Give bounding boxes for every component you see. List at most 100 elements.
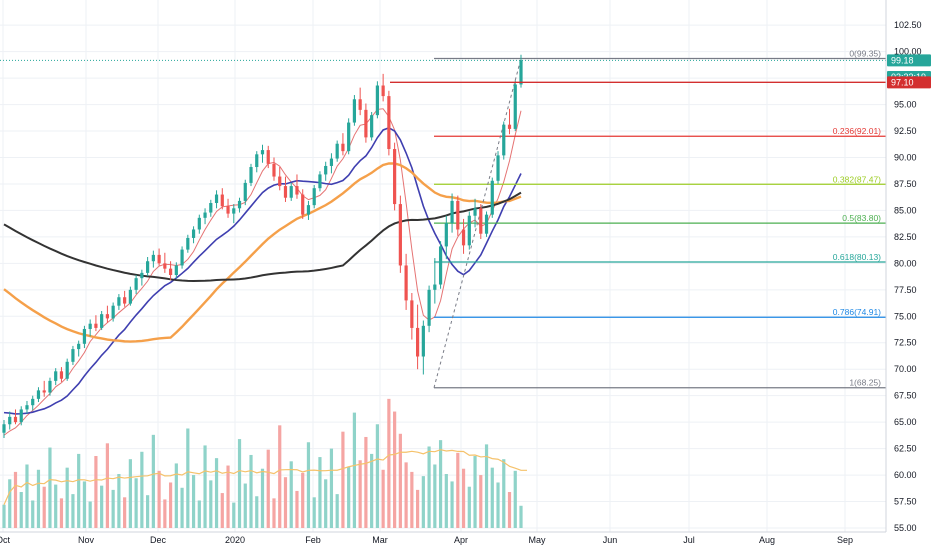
candle: [467, 211, 471, 250]
candle: [444, 215, 448, 260]
price-tag: 99.18: [887, 54, 931, 67]
candle: [335, 140, 339, 162]
candle: [128, 286, 132, 306]
price-tick-label: 77.50: [894, 285, 917, 295]
moving-average-line: [3, 126, 522, 415]
candle: [54, 368, 58, 386]
time-tick-label: Mar: [372, 535, 388, 545]
fib-level-label: 0.382(87.47): [833, 174, 881, 184]
volume-bar: [123, 497, 127, 528]
volume-bar: [444, 474, 448, 528]
candle: [306, 200, 311, 220]
candle: [387, 90, 391, 156]
candle: [94, 315, 98, 332]
volume-bar: [209, 480, 213, 528]
candle: [180, 246, 184, 269]
price-tick-label: 80.00: [894, 258, 917, 268]
price-tick-label: 67.50: [894, 391, 917, 401]
candle: [416, 304, 420, 370]
time-tick-label: Dec: [150, 535, 167, 545]
price-tick-label: 65.00: [894, 417, 917, 427]
candle: [220, 188, 224, 210]
volume-bar: [59, 498, 64, 528]
volume-bar: [289, 461, 293, 528]
volume-bar: [157, 470, 161, 528]
fib-level-label: 0.786(74.91): [833, 307, 881, 317]
volume-bar: [295, 490, 299, 528]
price-tick-label: 85.00: [894, 205, 917, 215]
volume-bar: [31, 500, 35, 528]
candle: [100, 310, 104, 331]
candle: [157, 248, 161, 266]
volume-bar: [65, 467, 69, 528]
candle: [358, 87, 362, 116]
candle: [364, 103, 368, 143]
volume-bar: [8, 479, 12, 528]
volume-bar: [438, 440, 443, 528]
time-tick-label: Apr: [454, 535, 468, 545]
volume-bar: [186, 428, 190, 528]
volume-bar: [100, 485, 104, 528]
candle: [473, 198, 477, 228]
candle: [289, 182, 293, 201]
volume-bar: [134, 478, 138, 528]
candle: [105, 305, 109, 323]
candle: [19, 406, 23, 426]
volume-bars: [2, 398, 523, 528]
candle: [375, 81, 379, 119]
price-axis[interactable]: 55.00 57.50 60.00 62.50 65.00 67.50 70.00 72.50…: [885, 0, 932, 550]
price-tick-label: 90.00: [894, 152, 917, 162]
price-tag: 97.10: [887, 76, 931, 89]
time-tick-label: 2020: [225, 535, 245, 545]
candle: [312, 185, 316, 209]
volume-bar: [324, 479, 328, 528]
candle: [479, 204, 483, 240]
fibonacci-retracement[interactable]: 0(99.35) 0.236(92.01) 0.382(87.47) 0.5(83.8…: [0, 49, 886, 389]
volume-bar: [416, 489, 420, 528]
time-tick-label: Jun: [603, 535, 618, 545]
fib-level-label: 0.618(80.13): [833, 252, 881, 262]
volume-bar: [19, 492, 23, 528]
moving-average-line: [3, 162, 522, 343]
candle: [278, 167, 282, 191]
price-tick-label: 62.50: [894, 444, 917, 454]
fib-trend-line[interactable]: [433, 58, 522, 388]
candle: [421, 320, 425, 375]
volume-bar: [71, 494, 75, 528]
candle: [341, 133, 345, 156]
candle: [25, 400, 29, 414]
volume-bar: [473, 456, 477, 528]
candle: [209, 199, 213, 217]
volume-bar: [318, 457, 322, 528]
candle: [140, 269, 144, 286]
volume-bar: [519, 505, 523, 528]
volume-bar: [214, 458, 219, 528]
volume-bar: [266, 449, 270, 528]
volume-bar: [502, 459, 506, 528]
volume-bar: [54, 484, 58, 528]
volume-bar: [48, 447, 52, 528]
volume-bar: [140, 451, 144, 528]
price-tick-label: 60.00: [894, 470, 917, 480]
candle: [186, 234, 190, 253]
volume-bar: [232, 502, 236, 528]
volume-bar: [128, 459, 132, 528]
time-tick-label: May: [528, 535, 546, 545]
candle: [243, 179, 247, 206]
candle: [329, 153, 334, 174]
candle: [36, 387, 41, 403]
volume-bar: [479, 475, 483, 528]
candle: [370, 111, 374, 141]
volume-bar: [105, 443, 109, 528]
candle: [111, 302, 115, 322]
volume-bar: [450, 481, 454, 528]
time-axis[interactable]: Oct Nov Dec 2020 Feb Mar Apr May Jun Jul Aug Sep: [0, 531, 886, 545]
volume-bar: [398, 433, 402, 528]
volume-bar: [329, 448, 334, 528]
candle: [404, 253, 408, 310]
price-tick-label: 87.50: [894, 179, 917, 189]
volume-bar: [421, 476, 425, 528]
volume-bar: [255, 496, 259, 528]
volume-bar: [88, 501, 92, 528]
